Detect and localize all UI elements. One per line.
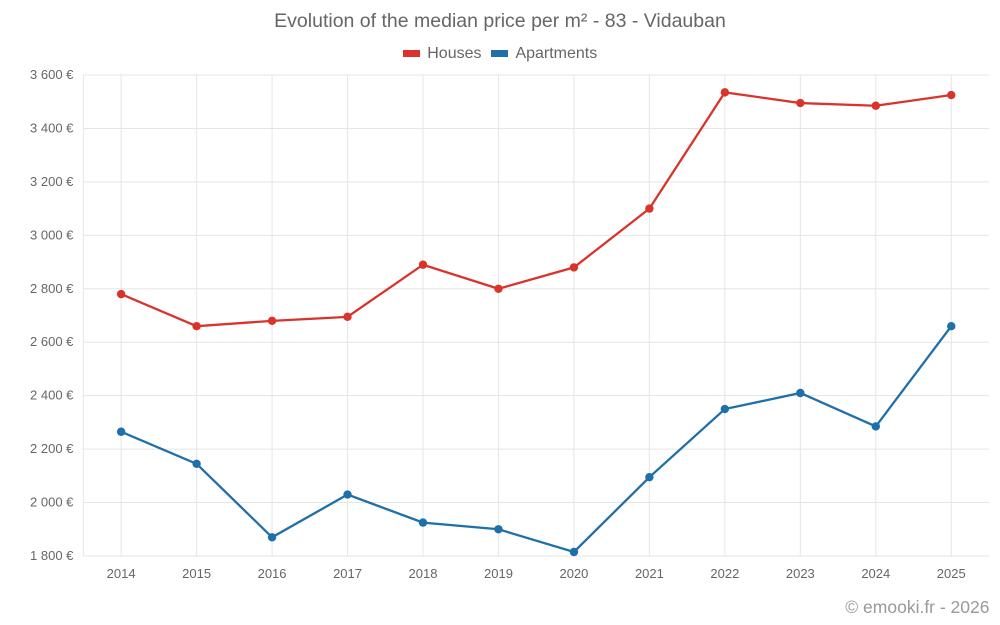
svg-text:2 800 €: 2 800 € — [30, 281, 74, 296]
svg-text:2021: 2021 — [635, 566, 664, 581]
svg-text:3 000 €: 3 000 € — [30, 227, 74, 242]
svg-text:2 400 €: 2 400 € — [30, 388, 74, 403]
svg-text:2 200 €: 2 200 € — [30, 441, 74, 456]
svg-text:2025: 2025 — [937, 566, 966, 581]
svg-text:3 200 €: 3 200 € — [30, 174, 74, 189]
svg-text:2 600 €: 2 600 € — [30, 334, 74, 349]
svg-text:2 000 €: 2 000 € — [30, 495, 74, 510]
svg-text:2014: 2014 — [107, 566, 136, 581]
svg-text:3 400 €: 3 400 € — [30, 120, 74, 135]
svg-text:2015: 2015 — [182, 566, 211, 581]
svg-text:2024: 2024 — [861, 566, 890, 581]
svg-text:2016: 2016 — [258, 566, 287, 581]
svg-text:2022: 2022 — [710, 566, 739, 581]
svg-text:2023: 2023 — [786, 566, 815, 581]
svg-text:2019: 2019 — [484, 566, 513, 581]
svg-text:2018: 2018 — [409, 566, 438, 581]
svg-text:2020: 2020 — [559, 566, 588, 581]
svg-text:2017: 2017 — [333, 566, 362, 581]
svg-text:1 800 €: 1 800 € — [30, 548, 74, 563]
svg-text:3 600 €: 3 600 € — [30, 67, 74, 82]
